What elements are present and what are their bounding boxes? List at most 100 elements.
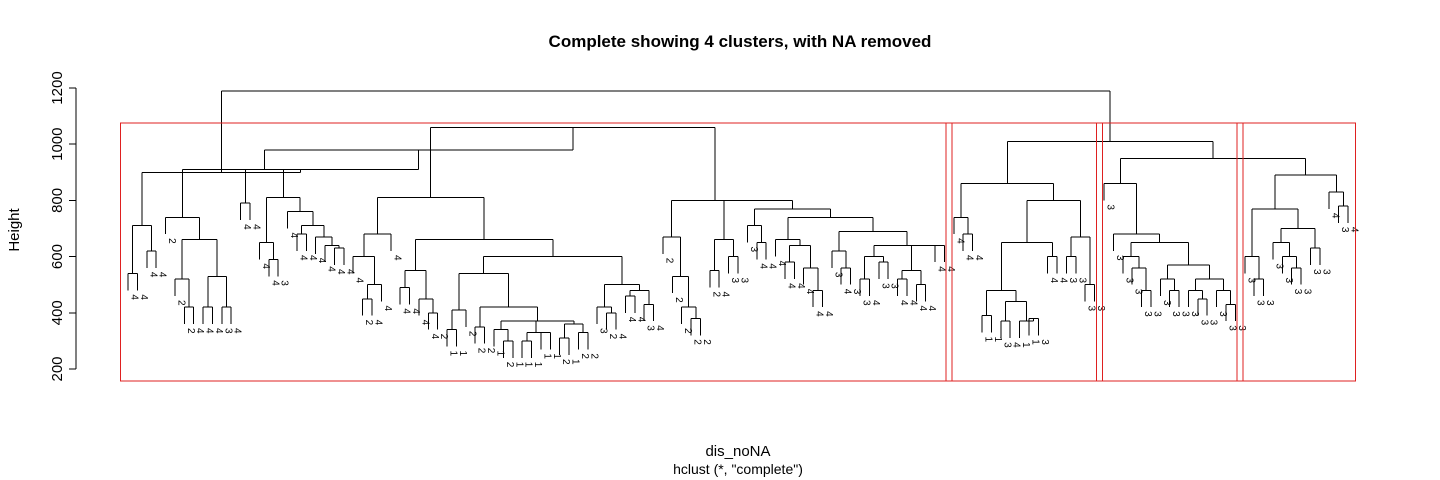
leaf-label: 4: [926, 306, 937, 312]
leaf-label: 4: [251, 224, 262, 230]
leaf-label: 3: [1123, 277, 1134, 283]
leaf-label: 4: [973, 255, 984, 261]
leaf-label: 4: [429, 334, 440, 340]
leaf-label: 2: [476, 348, 487, 354]
chart-subtitle: hclust (*, "complete"): [673, 461, 803, 477]
y-tick-label-400: 400: [49, 300, 66, 325]
leaf-label: 2: [663, 258, 674, 264]
leaf-label: 3: [1151, 311, 1162, 317]
cluster-rect-1: [119, 122, 953, 382]
leaf-label: 3: [861, 300, 872, 306]
leaf-label: 3: [851, 289, 862, 295]
leaf-label: 4: [419, 320, 430, 326]
leaf-label: 3: [1255, 300, 1266, 306]
leaf-label: 3: [1283, 277, 1294, 283]
leaf-label: 3: [832, 272, 843, 278]
leaf-label: 4: [757, 263, 768, 269]
leaf-label: 4: [898, 300, 909, 306]
leaf-label: 4: [307, 255, 318, 261]
leaf-label: 4: [204, 328, 215, 334]
leaf-label: 4: [823, 311, 834, 317]
leaf-label: 2: [466, 331, 477, 337]
leaf-label: 3: [1039, 339, 1050, 345]
y-tick-label-800: 800: [49, 188, 66, 213]
leaf-label: 3: [1339, 227, 1350, 233]
leaf-label: 4: [720, 292, 731, 298]
leaf-label: 4: [626, 317, 637, 323]
leaf-label: 1: [570, 359, 581, 365]
leaf-label: 3: [1245, 277, 1256, 283]
leaf-label: 3: [1292, 289, 1303, 295]
cluster-rect-3: [1095, 122, 1244, 382]
leaf-label: 4: [194, 328, 205, 334]
leaf-label: 3: [1076, 277, 1087, 283]
leaf-label: 3: [1067, 277, 1078, 283]
y-tick-label-600: 600: [49, 244, 66, 269]
leaf-label: 3: [1133, 289, 1144, 295]
leaf-label: 4: [617, 334, 628, 340]
leaf-label: 1: [1020, 342, 1031, 348]
leaf-label: 4: [776, 261, 787, 267]
leaf-label: 1: [532, 362, 543, 368]
leaf-label: 3: [279, 280, 290, 286]
leaf-label: 1: [541, 353, 552, 359]
leaf-label: 3: [739, 277, 750, 283]
leaf-label: 2: [710, 292, 721, 298]
leaf-label: 4: [795, 283, 806, 289]
leaf-label: 3: [222, 328, 233, 334]
leaf-label: 1: [523, 362, 534, 368]
cluster-rect-4: [1236, 122, 1357, 382]
leaf-label: 4: [213, 328, 224, 334]
leaf-label: 2: [504, 362, 515, 368]
leaf-label: 4: [288, 233, 299, 239]
leaf-label: 4: [814, 311, 825, 317]
y-tick-label-1200: 1200: [49, 71, 66, 104]
leaf-label: 3: [1273, 263, 1284, 269]
leaf-label: 4: [326, 266, 337, 272]
leaf-label: 1: [513, 362, 524, 368]
leaf-label: 3: [1001, 342, 1012, 348]
leaf-label: 4: [157, 272, 168, 278]
leaf-label: 4: [1048, 277, 1059, 283]
leaf-label: 3: [598, 328, 609, 334]
leaf-label: 4: [232, 328, 243, 334]
leaf-label: 3: [879, 283, 890, 289]
leaf-label: 4: [391, 255, 402, 261]
leaf-label: 3: [1189, 311, 1200, 317]
leaf-label: 3: [1105, 204, 1116, 210]
leaf-label: 4: [401, 308, 412, 314]
leaf-label: 4: [354, 277, 365, 283]
leaf-label: 2: [485, 348, 496, 354]
leaf-label: 2: [701, 339, 712, 345]
leaf-label: 2: [560, 359, 571, 365]
leaf-label: 4: [1330, 213, 1341, 219]
leaf-label: 3: [1086, 306, 1097, 312]
leaf-label: 4: [269, 280, 280, 286]
leaf-label: 4: [917, 306, 928, 312]
dendrogram-leaf-labels: 4444222444344444344444444244444442112221…: [129, 204, 1360, 367]
leaf-label: 3: [1142, 311, 1153, 317]
leaf-label: 3: [1227, 325, 1238, 331]
leaf-label: 2: [363, 320, 374, 326]
leaf-label: 2: [438, 334, 449, 340]
leaf-label: 3: [1095, 306, 1106, 312]
leaf-label: 4: [945, 266, 956, 272]
leaf-label: 4: [297, 255, 308, 261]
leaf-label: 2: [579, 353, 590, 359]
leaf-label: 3: [748, 247, 759, 253]
leaf-label: 3: [1114, 255, 1125, 261]
leaf-label: 2: [673, 297, 684, 303]
leaf-label: 2: [185, 328, 196, 334]
leaf-label: 4: [382, 306, 393, 312]
leaf-label: 4: [804, 289, 815, 295]
leaf-label: 1: [495, 351, 506, 357]
leaf-label: 3: [1198, 320, 1209, 326]
leaf-label: 4: [870, 300, 881, 306]
y-axis-label: Height: [6, 207, 23, 251]
leaf-label: 4: [767, 263, 778, 269]
cluster-rectangles: [119, 122, 1357, 382]
leaf-label: 4: [785, 283, 796, 289]
leaf-label: 2: [588, 353, 599, 359]
leaf-label: 4: [1058, 277, 1069, 283]
